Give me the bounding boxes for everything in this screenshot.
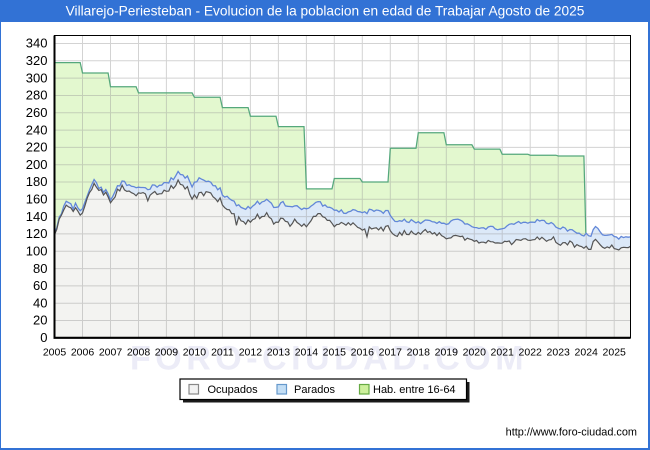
svg-text:Ocupados: Ocupados: [208, 384, 259, 396]
svg-text:60: 60: [33, 278, 47, 293]
svg-text:160: 160: [26, 192, 48, 207]
svg-text:2012: 2012: [239, 347, 263, 359]
svg-text:140: 140: [26, 209, 48, 224]
svg-text:260: 260: [26, 105, 48, 120]
svg-text:2007: 2007: [99, 347, 123, 359]
svg-text:2016: 2016: [351, 347, 375, 359]
svg-text:2020: 2020: [463, 347, 487, 359]
svg-text:Parados: Parados: [294, 384, 335, 396]
svg-text:240: 240: [26, 122, 48, 137]
svg-text:2010: 2010: [183, 347, 207, 359]
svg-text:2019: 2019: [435, 347, 459, 359]
svg-text:2023: 2023: [547, 347, 571, 359]
svg-text:340: 340: [26, 36, 48, 51]
svg-text:FORO-CIUDAD.COM: FORO-CIUDAD.COM: [130, 340, 528, 378]
svg-text:2022: 2022: [519, 347, 543, 359]
svg-text:2014: 2014: [295, 347, 319, 359]
svg-text:Hab. entre 16-64: Hab. entre 16-64: [373, 384, 456, 396]
svg-text:2006: 2006: [71, 347, 95, 359]
svg-text:80: 80: [33, 261, 47, 276]
svg-text:2008: 2008: [127, 347, 151, 359]
svg-text:2011: 2011: [211, 347, 234, 359]
svg-text:2025: 2025: [603, 347, 627, 359]
svg-text:2021: 2021: [491, 347, 515, 359]
svg-text:200: 200: [26, 157, 48, 172]
svg-text:20: 20: [33, 313, 47, 328]
svg-text:2024: 2024: [575, 347, 599, 359]
svg-text:2009: 2009: [155, 347, 179, 359]
svg-text:100: 100: [26, 243, 48, 258]
svg-text:300: 300: [26, 70, 48, 85]
svg-text:2015: 2015: [323, 347, 347, 359]
svg-text:0: 0: [40, 330, 47, 345]
svg-text:40: 40: [33, 295, 47, 310]
svg-text:220: 220: [26, 140, 48, 155]
svg-text:2017: 2017: [379, 347, 403, 359]
svg-text:120: 120: [26, 226, 48, 241]
svg-text:320: 320: [26, 53, 48, 68]
svg-text:Villarejo-Periesteban - Evoluc: Villarejo-Periesteban - Evolucion de la …: [66, 4, 585, 19]
svg-text:280: 280: [26, 88, 48, 103]
svg-text:180: 180: [26, 174, 48, 189]
svg-text:http://www.foro-ciudad.com: http://www.foro-ciudad.com: [506, 427, 637, 439]
svg-text:2005: 2005: [43, 347, 67, 359]
svg-text:2018: 2018: [407, 347, 431, 359]
svg-text:2013: 2013: [267, 347, 291, 359]
